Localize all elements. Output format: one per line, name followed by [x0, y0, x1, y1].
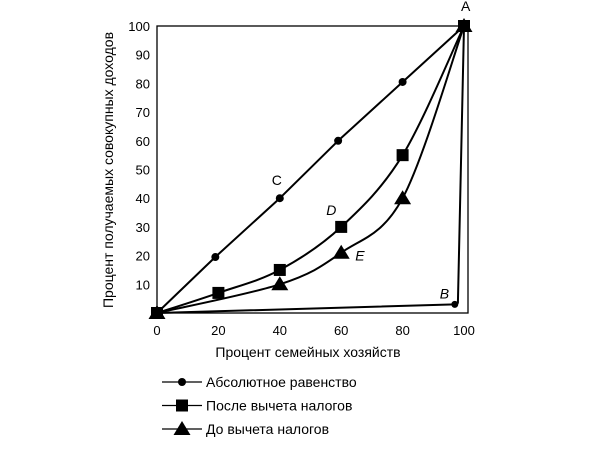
legend-marker-triangle — [173, 421, 191, 435]
y-tick-label: 20 — [136, 249, 150, 264]
legend-label: После вычета налогов — [206, 398, 352, 414]
series-markers — [148, 18, 473, 319]
data-point-circle — [211, 253, 220, 262]
data-point-triangle — [271, 276, 289, 291]
y-tick-label: 50 — [136, 163, 150, 178]
data-point-circle — [398, 77, 407, 86]
point-annotations: A C D E B — [272, 0, 471, 301]
x-tick-labels: 0 20 40 60 80 100 — [153, 323, 474, 338]
y-tick-label: 90 — [136, 48, 150, 63]
y-axis-title: Процент получаемых совокупных доходов — [100, 32, 116, 308]
y-tick-label: 40 — [136, 191, 150, 206]
data-point-triangle — [394, 190, 412, 205]
data-point-square — [335, 220, 348, 233]
data-point-circle — [275, 194, 284, 203]
x-tick-label: 100 — [453, 323, 475, 338]
data-point-square — [273, 263, 286, 276]
plot-frame — [156, 25, 469, 314]
y-tick-labels: 10 20 30 40 50 60 70 80 90 100 — [128, 19, 150, 292]
y-tick-label: 80 — [136, 76, 150, 91]
x-tick-label: 60 — [334, 323, 348, 338]
x-tick-label: 80 — [395, 323, 409, 338]
x-tick-label: 0 — [153, 323, 160, 338]
x-tick-label: 40 — [273, 323, 287, 338]
x-tick-label: 20 — [211, 323, 225, 338]
point-label-b: B — [440, 285, 449, 301]
legend-marker-square — [176, 399, 188, 412]
point-label-d: D — [326, 202, 336, 218]
y-tick-label: 60 — [136, 134, 150, 149]
data-point-triangle — [455, 18, 473, 32]
data-point-square — [212, 286, 225, 299]
y-tick-label: 10 — [136, 277, 150, 292]
data-point-triangle — [148, 305, 166, 319]
data-point-square — [396, 149, 409, 162]
legend-label: Абсолютное равенство — [206, 374, 357, 390]
x-axis-title: Процент семейных хозяйств — [215, 344, 400, 360]
series-lines — [156, 25, 465, 314]
data-point-circle — [334, 136, 343, 145]
y-tick-label: 30 — [136, 220, 150, 235]
point-label-e: E — [355, 248, 365, 264]
line-equality — [156, 25, 465, 314]
data-point-inequality — [451, 300, 459, 308]
legend: Абсолютное равенство После вычета налогов… — [162, 374, 357, 437]
legend-label: До вычета налогов — [206, 421, 329, 437]
legend-marker-circle — [178, 378, 186, 386]
data-point-triangle — [332, 244, 350, 259]
point-label-c: C — [272, 172, 282, 188]
point-label-a: A — [461, 0, 471, 14]
y-tick-label: 100 — [128, 19, 150, 34]
y-tick-label: 70 — [136, 105, 150, 120]
